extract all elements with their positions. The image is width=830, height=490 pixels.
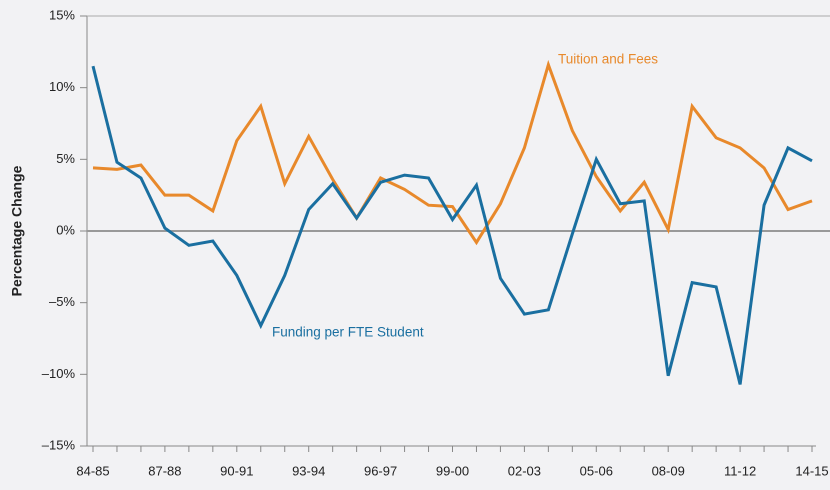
x-tick-label: 08-09	[652, 463, 685, 478]
y-tick-label: 15%	[49, 7, 75, 22]
y-tick-label: 5%	[56, 151, 75, 166]
x-tick-label: 90-91	[220, 463, 253, 478]
y-tick-label: 0%	[56, 222, 75, 237]
x-tick-label: 11-12	[724, 463, 756, 478]
x-tick-label: 84-85	[76, 463, 109, 478]
x-tick-label: 14-15	[795, 463, 828, 478]
series-label: Tuition and Fees	[558, 52, 658, 67]
x-tick-label: 96-97	[364, 463, 397, 478]
series-label: Funding per FTE Student	[272, 325, 424, 340]
y-tick-label: –5%	[49, 294, 75, 309]
x-tick-label: 87-88	[148, 463, 181, 478]
y-tick-label: –10%	[42, 366, 76, 381]
x-tick-label: 02-03	[508, 463, 541, 478]
series-line	[92, 59, 813, 246]
x-tick-label: 93-94	[292, 463, 325, 478]
series-line	[91, 65, 813, 385]
x-tick-label: 99-00	[436, 463, 469, 478]
y-tick-label: 10%	[49, 79, 75, 94]
y-tick-label: –15%	[42, 437, 76, 452]
x-tick-label: 05-06	[580, 463, 613, 478]
y-axis-label: Percentage Change	[9, 165, 25, 296]
